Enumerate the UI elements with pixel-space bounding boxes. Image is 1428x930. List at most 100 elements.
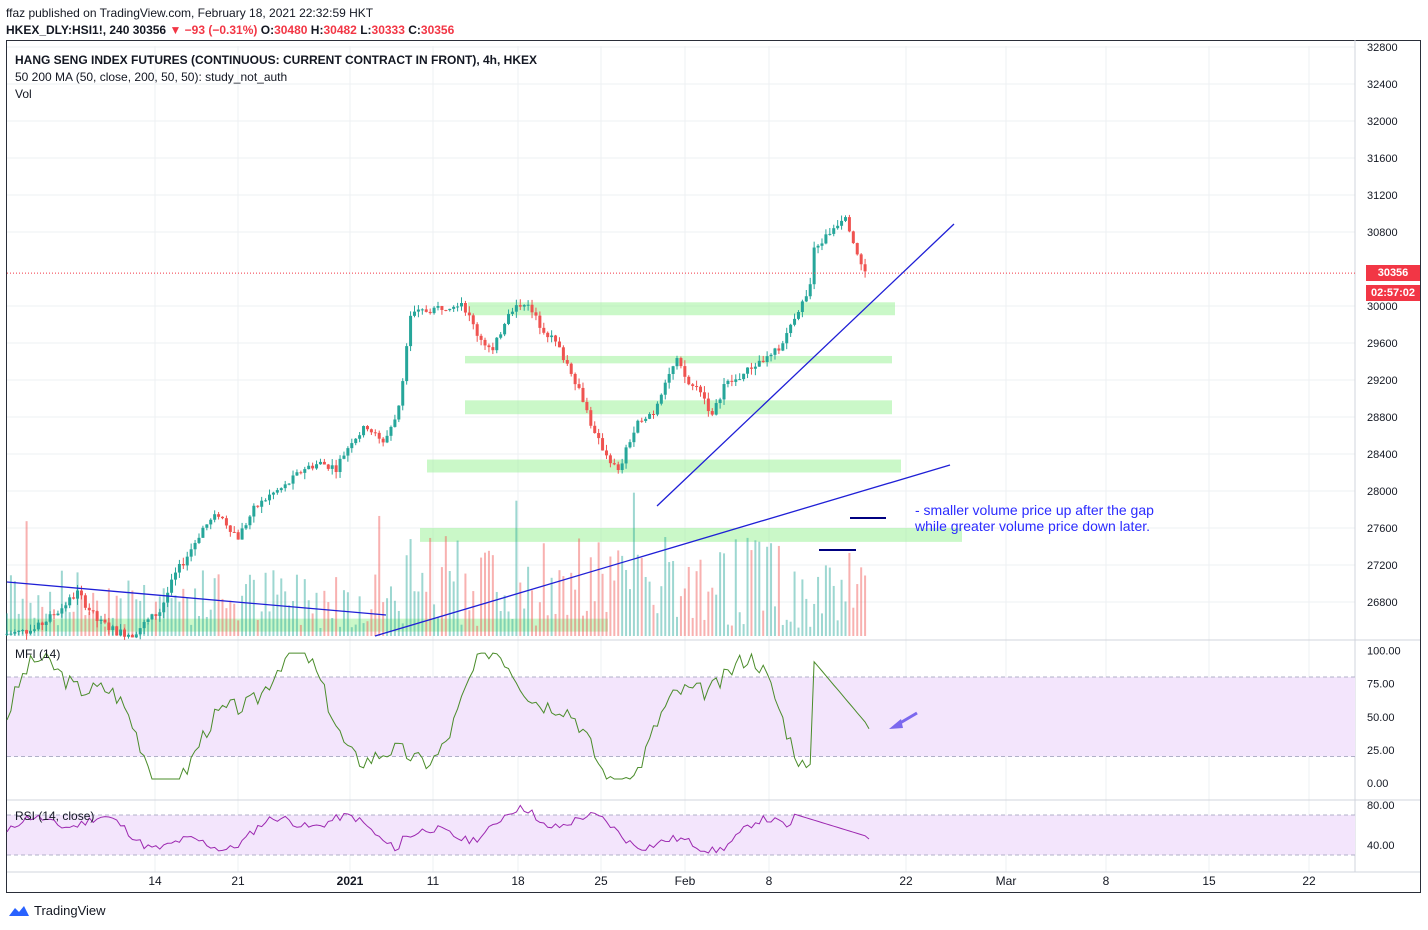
price-tick-label-0: 32800: [1367, 42, 1398, 54]
annotation-line-2[interactable]: while greater volume price down later.: [915, 518, 1151, 534]
volume-bar-65: [260, 611, 263, 636]
volume-bar-68: [272, 570, 275, 636]
volume-bar-54: [217, 574, 220, 636]
volume-bar-130: [515, 500, 518, 636]
candle-body-21: [87, 607, 91, 611]
candle-body-101: [401, 381, 405, 406]
close-label: C:: [408, 23, 421, 37]
price-tick-label-6: 30000: [1367, 301, 1398, 313]
trend-line-0: [6, 581, 387, 616]
volume-bar-125: [495, 591, 498, 636]
footer-brand-text: TradingView: [34, 903, 106, 918]
candle-body-179: [706, 398, 710, 412]
candle-body-206: [812, 247, 816, 285]
volume-bar-101: [401, 623, 404, 636]
candle-body-123: [487, 345, 491, 348]
candles: [5, 214, 867, 640]
volume-bar-173: [683, 588, 686, 636]
close-value: 30356: [420, 23, 455, 37]
candle-body-181: [714, 403, 718, 415]
candle-body-192: [757, 360, 761, 367]
candle-body-88: [350, 443, 354, 449]
annotation-line-1[interactable]: - smaller volume price up after the gap: [915, 502, 1154, 518]
candle-body-9: [40, 622, 44, 625]
volume-bar-92: [366, 621, 369, 636]
volume-bar-157: [621, 555, 624, 636]
candle-body-136: [538, 315, 542, 328]
volume-bar-190: [750, 550, 753, 636]
candle-body-141: [557, 341, 561, 348]
volume-bar-113: [448, 571, 451, 636]
volume-bar-0: [6, 613, 8, 636]
candle-body-57: [228, 525, 232, 532]
volume-bar-170: [672, 560, 675, 636]
trend-line-2: [374, 464, 951, 637]
volume-bar-98: [389, 586, 392, 636]
candle-body-3: [17, 630, 21, 632]
volume-bar-2: [13, 581, 16, 636]
candle-body-91: [362, 426, 366, 436]
candle-body-196: [773, 348, 777, 355]
volume-bar-148: [585, 610, 588, 636]
rsi-line: [6, 804, 870, 854]
candle-body-139: [550, 335, 554, 338]
publisher-text: ffaz published on TradingView.com, Febru…: [6, 6, 374, 20]
volume-bar-58: [233, 603, 236, 636]
candle-body-207: [816, 245, 820, 248]
price-tick-label-1: 32400: [1367, 79, 1398, 91]
candle-body-78: [311, 465, 315, 469]
candle-body-104: [412, 311, 416, 316]
candle-body-95: [377, 432, 381, 439]
volume-bar-84: [335, 577, 338, 636]
volume-bar-208: [820, 613, 823, 636]
volume-bar-32: [131, 590, 134, 636]
support-zone-3: [427, 459, 901, 473]
support-zone-0: [468, 302, 895, 316]
candle-body-217: [855, 243, 859, 255]
candle-body-82: [326, 464, 330, 469]
candle-body-125: [495, 337, 499, 351]
candle-body-188: [742, 373, 746, 380]
high-value: 30482: [323, 23, 357, 37]
volume-bar-204: [805, 598, 808, 636]
volume-bar-218: [860, 567, 863, 636]
candle-body-174: [687, 376, 691, 385]
footer-brand[interactable]: TradingView: [8, 903, 106, 918]
volume-bar-177: [699, 559, 702, 636]
candle-body-89: [354, 438, 358, 444]
candle-body-65: [260, 500, 264, 507]
volume-bar-115: [456, 540, 459, 636]
volume-bar-213: [840, 579, 843, 636]
trend-lines[interactable]: [6, 223, 1355, 637]
candle-body-124: [491, 347, 495, 351]
candle-body-137: [542, 327, 546, 333]
candle-body-197: [777, 348, 781, 351]
volume-bar-188: [742, 624, 745, 636]
candle-body-48: [193, 542, 197, 550]
volume-bar-31: [127, 580, 130, 636]
price-tick-label-5: 30800: [1367, 227, 1398, 239]
volume-bar-196: [773, 606, 776, 636]
candle-body-152: [601, 438, 605, 451]
candle-body-16: [68, 597, 72, 606]
candle-body-10: [44, 621, 48, 625]
candle-body-68: [271, 492, 275, 495]
price-tick-label-12: 27600: [1367, 523, 1398, 535]
candle-body-11: [48, 614, 52, 622]
candle-body-126: [499, 334, 503, 338]
volume-bar-60: [241, 595, 244, 636]
volume-bar-179: [707, 591, 710, 636]
volume-bar-70: [280, 578, 283, 636]
candle-body-61: [244, 525, 248, 529]
candle-body-14: [60, 608, 64, 614]
volume-bar-107: [425, 591, 428, 636]
candle-body-119: [471, 315, 475, 325]
candle-body-185: [730, 380, 734, 382]
candle-body-184: [726, 380, 730, 385]
volume-bar-111: [440, 567, 443, 636]
volume-bar-62: [248, 574, 251, 636]
volume-bar-22: [92, 592, 95, 636]
volume-bar-181: [715, 594, 718, 636]
candle-body-46: [185, 556, 189, 566]
